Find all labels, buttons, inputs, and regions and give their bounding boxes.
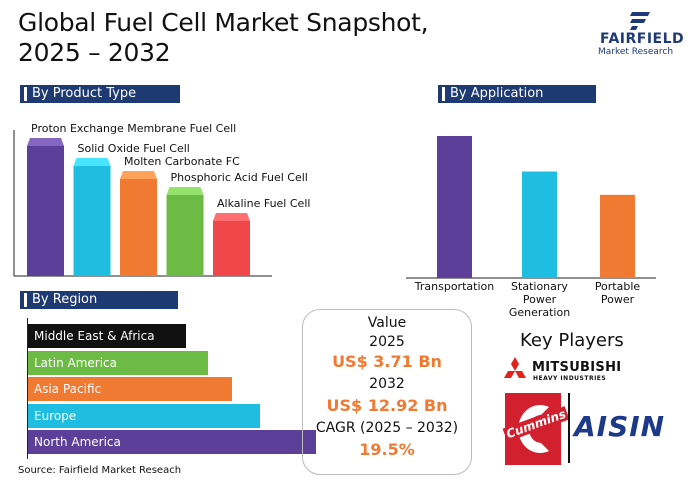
product-bar	[213, 213, 250, 276]
logo-subtitle: Market Research	[598, 47, 674, 57]
cagr-label: CAGR (2025 – 2032)	[315, 420, 459, 436]
application-bar-label: Transportation	[414, 280, 495, 293]
product-bar-top	[166, 187, 204, 195]
value-label: Value	[367, 315, 407, 331]
application-header-label: By Application	[450, 86, 544, 101]
application-bar-label: Portable Power	[594, 280, 641, 306]
region-header: By Region	[20, 291, 178, 309]
logo-divider	[568, 393, 570, 463]
region-bar: Europe	[28, 403, 260, 428]
region-bar: Middle East & Africa	[28, 324, 186, 348]
source-text: Source: Fairfield Market Reseach	[18, 465, 182, 476]
region-bar: North America	[28, 430, 316, 454]
page-title: Global Fuel Cell Market Snapshot, 2025 –…	[18, 8, 429, 68]
product-bar-body	[166, 195, 204, 276]
product-type-header-label: By Product Type	[32, 86, 137, 101]
product-bar	[27, 138, 64, 276]
product-type-chart	[13, 130, 272, 277]
value-2032: US$ 12.92 Bn	[326, 396, 448, 415]
application-bar	[600, 194, 635, 278]
product-bar-body	[73, 166, 111, 276]
region-y-axis	[27, 318, 28, 459]
product-bar-top	[120, 171, 157, 179]
mitsubishi-name: MITSUBISHI	[532, 360, 622, 375]
mitsubishi-logo: MITSUBISHI HEAVY INDUSTRIES	[500, 356, 640, 386]
product-bar-label: Alkaline Fuel Cell	[217, 197, 311, 210]
application-bar	[437, 136, 472, 278]
value-2025: US$ 3.71 Bn	[332, 352, 442, 371]
product-bar-label: Phosphoric Acid Fuel Cell	[170, 171, 308, 184]
value-box: Value 2025 US$ 3.71 Bn 2032 US$ 12.92 Bn…	[302, 309, 472, 475]
title-line-1: Global Fuel Cell Market Snapshot,	[18, 8, 429, 37]
region-header-label: By Region	[32, 292, 98, 307]
key-players-title: Key Players	[520, 330, 624, 351]
product-bar	[166, 187, 204, 276]
product-bar	[120, 171, 157, 276]
product-bar-label: Molten Carbonate FC	[124, 155, 240, 168]
product-bar-body	[120, 179, 157, 276]
product-bar-body	[213, 221, 250, 276]
application-bar-label: Stationary Power Generation	[508, 280, 571, 319]
region-bar: Asia Pacific	[28, 377, 232, 401]
fairfield-logo: FAIRFIELD Market Research	[596, 10, 686, 60]
value-year-2025: 2025	[369, 334, 405, 350]
value-year-2032: 2032	[369, 376, 405, 392]
cummins-c-icon	[518, 405, 549, 453]
product-bar	[73, 158, 111, 276]
application-header: By Application	[438, 85, 596, 103]
aisin-logo: AISIN	[574, 410, 666, 443]
product-type-header: By Product Type	[20, 85, 180, 103]
fairfield-logo-icon	[630, 12, 650, 30]
cummins-logo: Cummins	[502, 393, 570, 465]
product-bar-label: Proton Exchange Membrane Fuel Cell	[31, 122, 237, 135]
application-chart	[406, 136, 656, 279]
product-bar-label: Solid Oxide Fuel Cell	[77, 142, 190, 155]
title-line-2: 2025 – 2032	[18, 38, 171, 67]
region-bar: Latin America	[28, 350, 208, 375]
product-bar-top	[27, 138, 64, 146]
application-bar	[522, 171, 557, 278]
cagr-value: 19.5%	[359, 440, 415, 459]
mitsubishi-sub: HEAVY INDUSTRIES	[533, 375, 607, 382]
logo-name: FAIRFIELD	[600, 31, 685, 47]
product-bar-top	[73, 158, 111, 166]
mitsubishi-diamonds-icon	[504, 357, 526, 378]
product-bar-body	[27, 146, 64, 276]
product-bar-top	[213, 213, 250, 221]
